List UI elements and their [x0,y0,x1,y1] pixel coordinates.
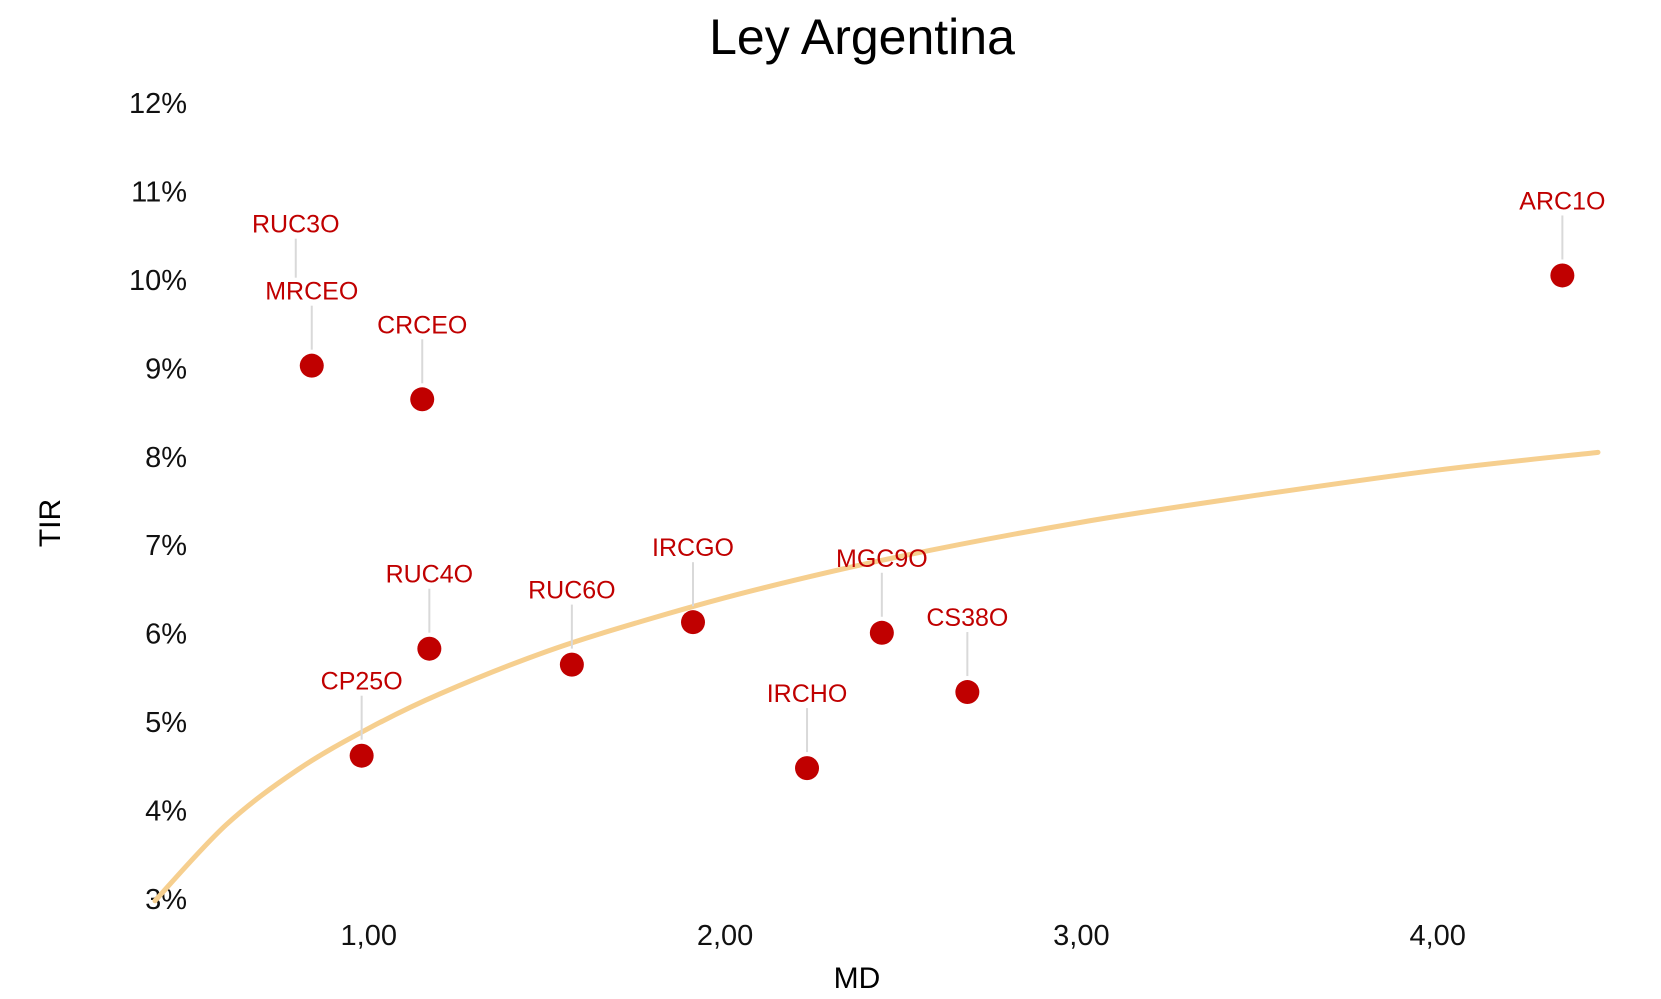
data-label: CRCEO [377,311,467,339]
y-axis-tick-labels: 3%4%5%6%7%8%9%10%11%12% [129,88,187,916]
data-point [1550,263,1575,288]
data-label: ARC1O [1519,187,1605,215]
x-tick-label: 1,00 [341,920,397,952]
data-label: MRCEO [265,278,358,306]
data-point [681,610,706,635]
data-points [299,263,1575,781]
data-label: CP25O [321,668,403,696]
data-point [869,620,894,645]
y-tick-label: 8% [145,442,187,474]
y-tick-label: 9% [145,353,187,385]
data-labels: CP25O RUC4O RUC6O IRCGO IRCHO MGC9O CS38O MRCEO… [252,187,1605,708]
data-label: IRCHO [767,680,848,708]
x-tick-label: 2,00 [697,920,753,952]
y-tick-label: 4% [145,796,187,828]
data-point [417,636,442,661]
data-label: MGC9O [836,545,928,573]
x-tick-label: 3,00 [1053,920,1109,952]
data-point [349,743,374,768]
y-tick-label: 11% [131,176,187,208]
leader-lines [294,215,1564,753]
data-point [410,387,435,412]
y-tick-label: 10% [129,265,187,297]
y-axis-title: TIR [34,499,67,547]
y-tick-label: 12% [129,88,187,120]
trendline [152,449,1601,904]
y-tick-label: 6% [145,619,187,651]
x-axis-title: MD [834,962,881,995]
y-tick-label: 7% [145,530,187,562]
data-label: RUC3O [252,211,340,239]
data-point [559,652,584,677]
data-label: RUC4O [386,561,474,589]
y-tick-label: 5% [145,707,187,739]
x-tick-label: 4,00 [1409,920,1465,952]
trendline-layer [152,449,1601,904]
data-label: IRCGO [652,534,734,562]
data-point [299,353,324,378]
chart-title: Ley Argentina [709,9,1015,65]
data-label: CS38O [926,604,1008,632]
data-label: RUC6O [528,577,616,605]
x-axis-tick-labels: 1,00 2,00 3,00 4,00 [341,920,1466,952]
data-point [955,680,980,705]
data-point [795,756,820,781]
